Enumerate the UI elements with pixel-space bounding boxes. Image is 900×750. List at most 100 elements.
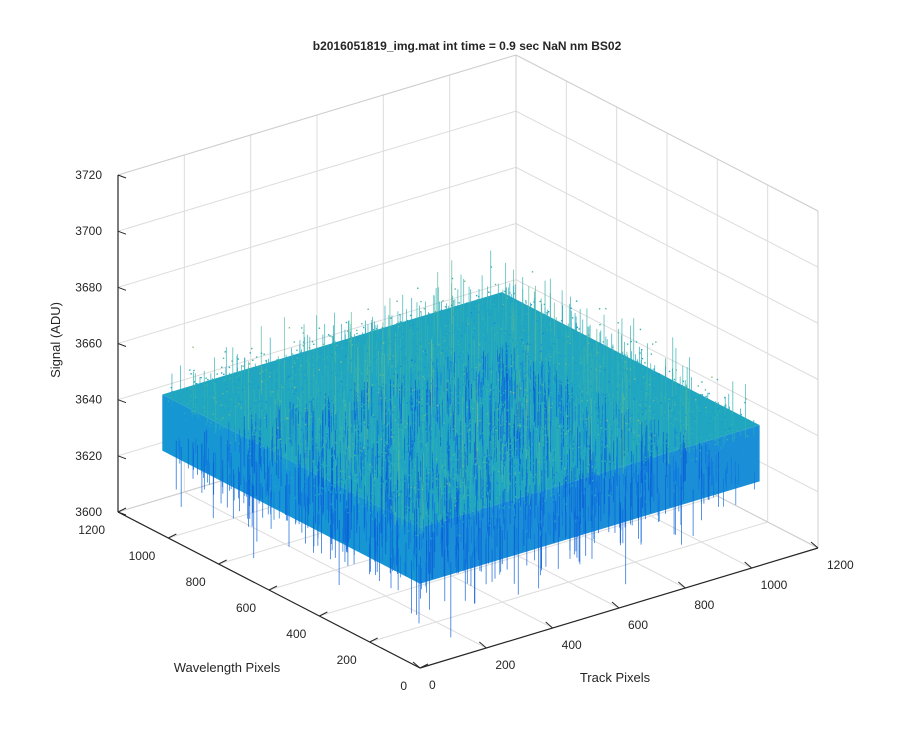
surface-texture-cell [388,450,391,453]
surface-texture-cell [312,409,315,411]
surface-texture-cell [383,473,386,475]
surface-texture-cell [617,461,619,463]
surface-texture-cell [346,432,348,434]
surface-texture-cell [394,336,396,339]
surface-texture-cell [270,375,272,378]
surface-texture-cell [295,389,297,392]
surface-texture-cell [455,486,457,488]
surface-texture-cell [282,366,284,368]
surface-texture-cell [470,416,473,419]
surface-texture-cell [402,380,404,382]
surface-texture-cell [452,313,455,315]
surface-texture-cell [347,423,349,426]
surface-texture-cell [402,333,404,335]
surface-texture-cell [277,372,280,375]
surface-texture-cell [570,380,573,382]
surface-texture-cell [432,408,434,411]
surface-texture-cell [410,499,413,501]
surface-texture-cell [594,494,596,497]
surface-texture-cell [628,386,631,388]
surface-texture-cell [347,512,349,514]
surface-texture-cell [536,320,538,322]
surface-texture-cell [465,470,467,472]
surface-texture-cell [466,386,469,388]
surface-texture-cell [508,458,511,461]
surface-texture-cell [483,402,485,404]
surface-texture-cell [709,417,712,419]
surface-texture-cell [343,383,345,385]
surface-texture-cell [590,368,592,370]
surface-texture-cell [494,440,497,442]
surface-texture-cell [395,395,398,397]
surface-texture-cell [203,407,205,409]
surface-texture-cell [468,397,470,399]
surface-texture-cell [215,401,217,403]
surface-texture-cell [524,349,526,352]
surface-texture-cell [319,448,321,450]
surface-texture-cell [511,476,514,478]
surface-texture-cell [398,534,401,536]
surface-texture-cell [247,445,249,447]
surface-texture-cell [660,402,662,404]
surface-texture-cell [351,454,354,456]
surface-texture-cell [355,474,358,476]
surface-texture-cell [419,449,421,452]
surface-texture-cell [498,478,500,481]
surface-texture-cell [416,400,418,403]
surface-texture-cell [604,395,606,398]
surface-texture-cell [435,384,437,387]
surface-texture-cell [353,447,355,449]
surface-texture-cell [295,408,298,410]
surface-texture-cell [365,403,367,405]
surface-texture-cell [355,411,357,413]
surface-texture-cell [539,475,541,478]
surface-texture-cell [406,361,409,364]
surface-texture-cell [393,491,395,493]
surface-texture-cell [561,336,564,338]
surface-texture-cell [382,487,385,489]
surface-texture-cell [459,446,461,448]
surface-texture-cell [584,405,587,407]
surface-texture-cell [179,394,182,396]
surface-texture-cell [269,426,271,428]
surface-texture-cell [488,427,490,429]
surface-texture-cell [531,427,534,429]
surface-texture-cell [633,474,636,476]
surface-texture-cell [229,410,231,413]
surface-texture-cell [516,452,519,455]
surface-texture-cell [329,355,332,357]
surface-texture-cell [392,402,394,405]
surface-texture-cell [356,445,358,448]
surface-texture-cell [510,353,513,355]
surface-texture-cell [586,388,588,390]
surface-texture-cell [347,429,349,431]
surface-texture-cell [673,420,676,422]
surface-texture-cell [571,469,573,471]
surface-texture-cell [354,386,356,388]
surface-texture-cell [552,423,555,425]
surface-texture-cell [482,495,484,498]
surface-texture-cell [330,372,333,374]
surface-texture-cell [649,436,651,439]
surface-texture-cell [580,418,583,421]
surface-texture-cell [356,369,359,371]
surface-texture-cell [256,426,259,428]
surface-texture-cell [249,412,251,415]
surface-texture-cell [546,313,549,315]
surface-texture-cell [411,389,414,391]
surface-texture-cell [461,433,464,436]
surface-texture-cell [673,435,676,437]
surface-texture-cell [420,345,422,348]
surface-texture-cell [540,468,542,470]
surface-texture-cell [556,471,558,474]
surface-texture-cell [360,405,363,408]
surface-texture-cell [486,361,489,363]
surface-texture-cell [284,358,287,360]
surface-texture-cell [397,381,399,383]
surface-texture-cell [601,464,604,466]
surface-texture-cell [501,471,503,473]
surface-texture-cell [313,367,316,370]
surface-texture-cell [609,402,612,404]
surface-texture-cell [680,406,683,409]
surface-texture-cell [648,416,650,418]
